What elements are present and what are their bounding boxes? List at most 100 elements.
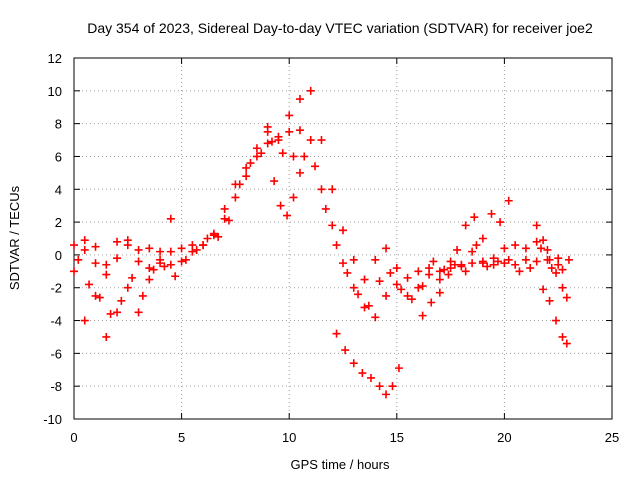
x-tick-label: 5 — [178, 430, 185, 445]
data-point-trace-a — [145, 264, 154, 273]
data-point-trace-c — [386, 268, 395, 277]
data-point-trace-b — [91, 242, 100, 251]
data-point-trace-c — [354, 290, 363, 299]
x-tick-label: 20 — [497, 430, 511, 445]
data-point-trace-c — [267, 137, 276, 146]
data-point-trace-b — [252, 144, 261, 153]
x-tick-label: 15 — [390, 430, 404, 445]
data-point-trace-b — [392, 264, 401, 273]
data-point-trace-b — [220, 204, 229, 213]
data-point-trace-b — [285, 111, 294, 120]
y-tick-label: 6 — [55, 149, 62, 164]
data-point-trace-g — [435, 288, 444, 297]
data-point-trace-a — [371, 313, 380, 322]
data-point-trace-c — [300, 152, 309, 161]
data-point-trace-c — [493, 257, 502, 266]
data-point-trace-d — [156, 259, 165, 268]
y-tick-label: 4 — [55, 182, 62, 197]
x-axis-label: GPS time / hours — [291, 457, 390, 472]
x-axis-ticks: 0 5 10 15 20 25 — [70, 58, 619, 445]
data-point-trace-e — [283, 211, 292, 220]
data-point-trace-b — [242, 163, 251, 172]
data-point-trace-f — [341, 346, 350, 355]
data-point-trace-b — [457, 262, 466, 271]
data-point-trace-g — [453, 245, 462, 254]
data-point-trace-b — [274, 136, 283, 145]
x-tick-label: 0 — [70, 430, 77, 445]
data-point-trace-b — [521, 244, 530, 253]
y-tick-label: 2 — [55, 215, 62, 230]
data-point-trace-a — [532, 257, 541, 266]
data-point-trace-b — [371, 255, 380, 264]
data-point-trace-b — [403, 291, 412, 300]
data-point-trace-b — [113, 237, 122, 246]
data-point-trace-g — [470, 213, 479, 222]
data-point-trace-c — [504, 255, 513, 264]
data-point-trace-c — [558, 265, 567, 274]
data-point-trace-c — [246, 159, 255, 168]
y-tick-label: -6 — [50, 346, 62, 361]
data-point-trace-c — [224, 216, 233, 225]
data-point-trace-d — [91, 291, 100, 300]
data-point-trace-c — [128, 273, 137, 282]
data-point-trace-b — [468, 247, 477, 256]
data-point-trace-a — [177, 244, 186, 253]
data-point-trace-b — [382, 244, 391, 253]
data-point-trace-c — [332, 241, 341, 250]
data-point-trace-b — [360, 275, 369, 284]
data-point-trace-a — [339, 259, 347, 268]
data-point-trace-g — [418, 311, 427, 320]
data-point-trace-a — [156, 247, 165, 256]
data-point-trace-c — [536, 244, 545, 253]
data-point-trace-b — [123, 236, 132, 245]
y-tick-label: -8 — [50, 379, 62, 394]
data-point-trace-h — [562, 293, 571, 302]
data-point-trace-c — [171, 272, 180, 281]
data-point-trace-a — [414, 267, 423, 276]
data-point-trace-f — [349, 359, 358, 368]
data-point-trace-b — [414, 283, 423, 292]
y-tick-label: -2 — [50, 281, 62, 296]
data-point-trace-h — [545, 255, 554, 264]
data-point-trace-a — [166, 260, 175, 269]
chart-title: Day 354 of 2023, Sidereal Day-to-day VTE… — [87, 20, 593, 36]
data-point-trace-a — [134, 257, 143, 266]
data-point-trace-c — [138, 291, 147, 300]
data-point-trace-a — [102, 270, 111, 279]
data-point-trace-c — [181, 255, 190, 264]
plot-area-frame — [73, 57, 613, 420]
data-point-trace-h — [552, 268, 561, 277]
data-point-trace-a — [349, 283, 358, 292]
data-point-trace-a — [263, 139, 272, 148]
data-point-trace-c — [85, 280, 94, 289]
data-point-trace-c — [375, 277, 384, 286]
y-tick-label: -4 — [50, 314, 62, 329]
data-point-trace-a — [521, 255, 530, 264]
data-point-trace-a — [306, 136, 315, 145]
data-point-trace-c — [364, 301, 373, 310]
data-point-trace-a — [435, 267, 444, 276]
data-point-trace-d — [145, 275, 154, 284]
data-point-trace-a — [295, 126, 304, 135]
data-point-trace-b — [543, 245, 552, 254]
data-point-trace-c — [257, 149, 266, 158]
data-point-trace-f — [375, 382, 384, 391]
data-point-trace-b — [349, 255, 358, 264]
data-point-trace-a — [564, 255, 573, 264]
data-point-trace-c — [106, 309, 115, 318]
data-point-trace-b — [102, 260, 111, 269]
data-point-trace-c — [149, 265, 158, 274]
data-point-trace-i — [552, 316, 561, 325]
data-point-trace-c — [407, 295, 416, 304]
data-point-trace-c — [289, 152, 298, 161]
data-point-trace-e — [295, 168, 304, 177]
data-point-trace-c — [117, 296, 126, 305]
data-point-trace-i — [545, 296, 554, 305]
data-point-trace-a — [468, 259, 477, 268]
y-axis-ticks: -10 -8 -6 -4 -2 0 2 4 6 8 10 12 — [43, 51, 612, 427]
data-point-trace-h — [532, 221, 541, 230]
data-point-trace-e — [270, 177, 279, 186]
data-point-trace-b — [478, 257, 487, 266]
data-point-trace-c — [397, 285, 406, 294]
data-point-trace-c — [214, 232, 223, 241]
